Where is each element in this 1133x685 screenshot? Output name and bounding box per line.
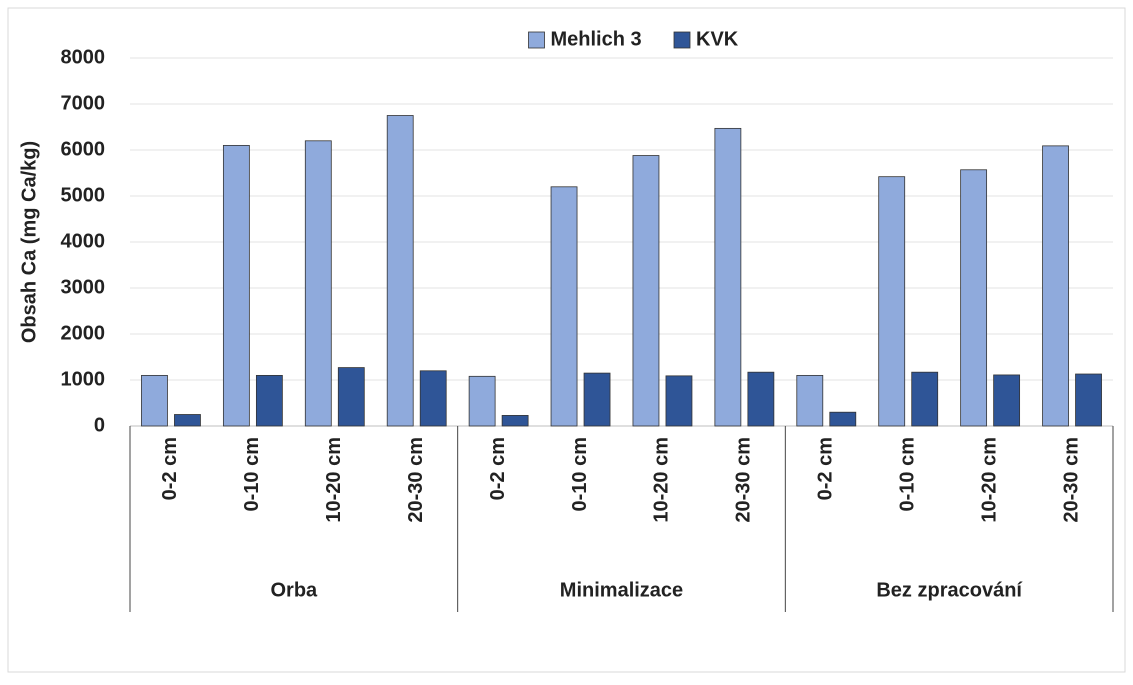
bar <box>337 367 365 427</box>
bar <box>796 374 824 427</box>
bar <box>501 415 529 427</box>
bar <box>747 371 775 427</box>
x-tick-label: 10-20 cm <box>978 437 1000 523</box>
y-tick-label: 4000 <box>61 230 106 252</box>
bar <box>665 375 693 427</box>
group-label: Minimalizace <box>560 579 683 601</box>
y-tick-label: 2000 <box>61 322 106 344</box>
bar <box>583 372 611 427</box>
x-tick-label: 0-2 cm <box>487 437 509 500</box>
x-tick-label: 20-30 cm <box>733 437 755 523</box>
bar <box>829 411 857 427</box>
x-tick-label: 10-20 cm <box>651 437 673 523</box>
y-tick-label: 1000 <box>61 368 106 390</box>
legend-label: Mehlich 3 <box>551 28 642 50</box>
y-tick-label: 8000 <box>61 46 106 68</box>
bar <box>304 140 332 427</box>
y-tick-label: 3000 <box>61 276 106 298</box>
bar <box>960 169 988 427</box>
bar <box>878 176 906 427</box>
y-tick-label: 6000 <box>61 138 106 160</box>
bar <box>468 375 496 427</box>
bar <box>419 370 447 427</box>
x-tick-label: 0-10 cm <box>896 437 918 512</box>
bar <box>255 374 283 427</box>
x-tick-label: 0-10 cm <box>241 437 263 512</box>
x-tick-label: 10-20 cm <box>323 437 345 523</box>
bar <box>222 144 250 427</box>
x-tick-label: 20-30 cm <box>405 437 427 523</box>
legend-swatch <box>673 31 691 49</box>
group-label: Bez zpracování <box>876 579 1023 601</box>
y-tick-label: 5000 <box>61 184 106 206</box>
group-label: Orba <box>270 579 318 601</box>
bar <box>993 374 1021 427</box>
y-axis-title: Obsah Ca (mg Ca/kg) <box>18 141 40 343</box>
bar <box>714 127 742 427</box>
legend-label: KVK <box>696 28 739 50</box>
bar <box>1042 145 1069 427</box>
x-tick-label: 0-2 cm <box>815 437 837 500</box>
bar <box>141 374 168 427</box>
x-tick-label: 0-2 cm <box>159 437 181 500</box>
bar <box>1075 373 1102 427</box>
bar <box>550 186 578 427</box>
x-tick-label: 0-10 cm <box>569 437 591 512</box>
x-tick-label: 20-30 cm <box>1060 437 1082 523</box>
bar <box>911 371 939 427</box>
bar <box>632 155 660 427</box>
bar <box>386 115 414 427</box>
y-tick-label: 7000 <box>61 92 106 114</box>
legend-swatch <box>528 31 545 49</box>
bar <box>174 414 201 427</box>
y-tick-label: 0 <box>94 414 105 436</box>
